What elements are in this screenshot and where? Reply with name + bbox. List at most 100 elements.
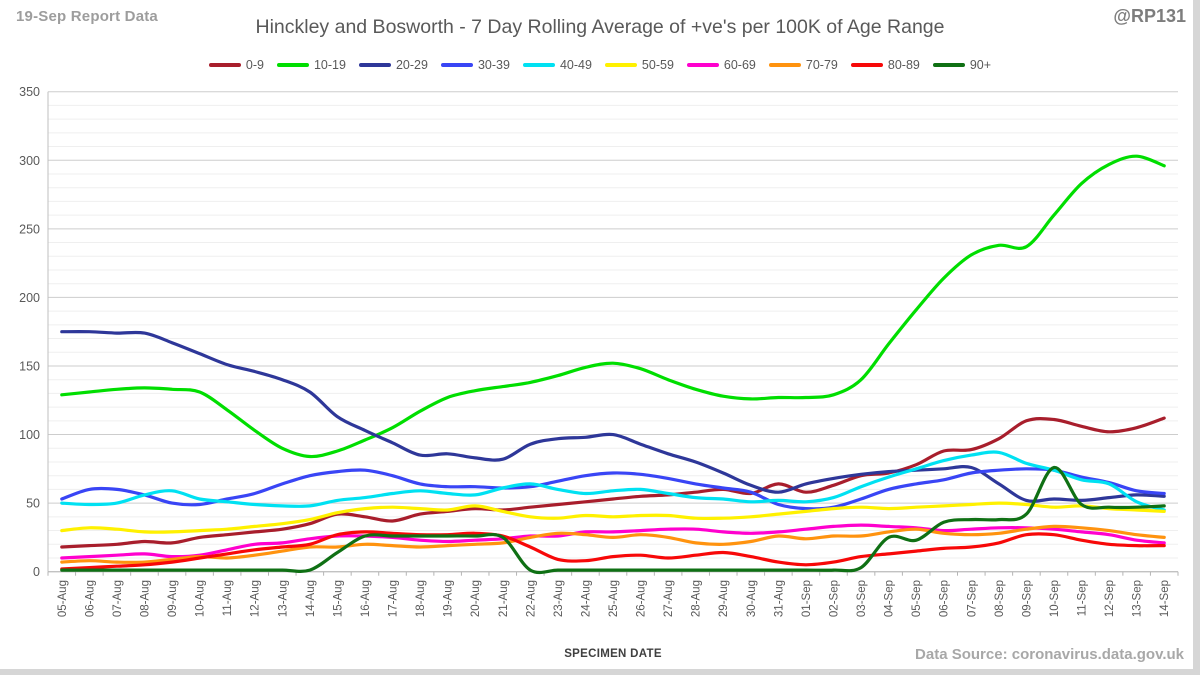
series-line-30-39 bbox=[60, 467, 1166, 511]
x-tick-label: 06-Aug bbox=[84, 580, 96, 617]
x-tick-label: 23-Aug bbox=[553, 580, 565, 617]
series-line-90+ bbox=[60, 465, 1166, 575]
x-tick-label: 13-Aug bbox=[277, 580, 289, 617]
legend-label: 40-49 bbox=[559, 58, 592, 72]
x-tick-label: 31-Aug bbox=[773, 580, 785, 617]
report-date-label: 19-Sep Report Data bbox=[16, 8, 158, 25]
legend-swatch-90+ bbox=[932, 63, 965, 67]
legend-item-60-69: 60-69 bbox=[686, 58, 756, 72]
legend-label: 30-39 bbox=[477, 58, 510, 72]
x-tick-label: 11-Sep bbox=[1077, 580, 1089, 616]
legend-item-10-19: 10-19 bbox=[276, 58, 346, 72]
legend-label: 60-69 bbox=[723, 58, 756, 72]
y-tick-label: 50 bbox=[26, 497, 40, 511]
data-source-credit: Data Source: coronavirus.data.gov.uk bbox=[915, 646, 1184, 663]
y-tick-label: 250 bbox=[19, 222, 40, 236]
x-tick-label: 27-Aug bbox=[663, 580, 675, 617]
series-line-40-49 bbox=[60, 450, 1166, 512]
legend-item-30-39: 30-39 bbox=[440, 58, 510, 72]
x-tick-label: 11-Aug bbox=[222, 580, 234, 616]
legend-swatch-80-89 bbox=[850, 63, 883, 67]
y-tick-label: 150 bbox=[19, 359, 40, 373]
x-tick-label: 09-Sep bbox=[1021, 580, 1033, 617]
y-tick-label: 0 bbox=[33, 565, 40, 579]
x-tick-label: 15-Aug bbox=[332, 580, 344, 617]
y-tick-label: 200 bbox=[19, 291, 40, 305]
x-tick-label: 16-Aug bbox=[360, 580, 372, 617]
legend-label: 0-9 bbox=[245, 58, 264, 72]
legend-item-80-89: 80-89 bbox=[850, 58, 920, 72]
x-tick-label: 07-Aug bbox=[112, 580, 124, 617]
x-tick-label: 17-Aug bbox=[388, 580, 400, 617]
x-tick-label: 06-Sep bbox=[939, 580, 951, 617]
series-line-0-9 bbox=[60, 416, 1166, 549]
axes bbox=[47, 91, 1179, 576]
y-tick-label: 350 bbox=[19, 85, 40, 99]
x-tick-label: 25-Aug bbox=[608, 580, 620, 617]
x-tick-label: 08-Aug bbox=[139, 580, 151, 617]
legend-item-20-29: 20-29 bbox=[358, 58, 428, 72]
series-line-70-79 bbox=[60, 524, 1166, 564]
legend-swatch-50-59 bbox=[604, 63, 637, 67]
chart-title: Hinckley and Bosworth - 7 Day Rolling Av… bbox=[255, 16, 945, 38]
series-line-50-59 bbox=[60, 501, 1166, 534]
legend-label: 50-59 bbox=[641, 58, 674, 72]
legend-label: 20-29 bbox=[395, 58, 428, 72]
legend-item-40-49: 40-49 bbox=[522, 58, 592, 72]
x-tick-label: 22-Aug bbox=[525, 580, 537, 617]
series-line-60-69 bbox=[60, 523, 1166, 560]
x-tick-label: 07-Sep bbox=[966, 580, 978, 617]
legend-label: 10-19 bbox=[313, 58, 346, 72]
legend-item-0-9: 0-9 bbox=[208, 58, 264, 72]
legend-label: 90+ bbox=[969, 58, 992, 72]
x-tick-label: 12-Aug bbox=[250, 580, 262, 617]
x-tick-label: 19-Aug bbox=[443, 580, 455, 617]
x-tick-label: 05-Sep bbox=[911, 580, 923, 617]
legend-swatch-10-19 bbox=[276, 63, 309, 67]
x-tick-label: 10-Aug bbox=[195, 580, 207, 617]
legend-item-90+: 90+ bbox=[932, 58, 992, 72]
legend-item-70-79: 70-79 bbox=[768, 58, 838, 72]
legend-swatch-0-9 bbox=[208, 63, 241, 67]
legend-label: 80-89 bbox=[887, 58, 920, 72]
x-tick-label: 20-Aug bbox=[470, 580, 482, 617]
x-tick-label: 01-Sep bbox=[801, 580, 813, 617]
x-tick-label: 13-Sep bbox=[1132, 580, 1144, 617]
legend-swatch-70-79 bbox=[768, 63, 801, 67]
x-tick-label: 04-Sep bbox=[884, 580, 896, 617]
x-tick-label: 03-Sep bbox=[856, 580, 868, 617]
x-tick-label: 24-Aug bbox=[580, 580, 592, 617]
y-tick-label: 100 bbox=[19, 428, 40, 442]
x-tick-label: 10-Sep bbox=[1049, 580, 1061, 617]
x-axis-labels: 05-Aug 06-Aug 07-Aug 08-Aug 09-Aug 10-Aug 11-A… bbox=[57, 580, 1171, 617]
x-tick-label: 09-Aug bbox=[167, 580, 179, 617]
x-tick-label: 30-Aug bbox=[746, 580, 758, 617]
y-tick-label: 300 bbox=[19, 154, 40, 168]
window-edge-bottom bbox=[0, 669, 1200, 675]
x-axis-title: SPECIMEN DATE bbox=[564, 648, 662, 660]
legend-swatch-20-29 bbox=[358, 63, 391, 67]
x-tick-label: 18-Aug bbox=[415, 580, 427, 617]
x-tick-label: 08-Sep bbox=[994, 580, 1006, 617]
series-line-10-19 bbox=[60, 154, 1166, 459]
legend-swatch-60-69 bbox=[686, 63, 719, 67]
legend-label: 70-79 bbox=[805, 58, 838, 72]
x-tick-label: 02-Sep bbox=[828, 580, 840, 617]
x-tick-label: 14-Aug bbox=[305, 580, 317, 617]
series-lines bbox=[60, 154, 1166, 575]
x-tick-label: 14-Sep bbox=[1159, 580, 1171, 617]
legend-item-50-59: 50-59 bbox=[604, 58, 674, 72]
window-edge-right bbox=[1193, 0, 1200, 675]
x-tick-label: 28-Aug bbox=[691, 580, 703, 617]
x-tick-label: 05-Aug bbox=[57, 580, 69, 617]
legend: 0-9 10-19 20-29 30-39 40-49 50-59 60-69 70-79 80… bbox=[0, 58, 1200, 72]
legend-swatch-30-39 bbox=[440, 63, 473, 67]
legend-swatch-40-49 bbox=[522, 63, 555, 67]
gridlines-minor bbox=[48, 104, 1178, 559]
author-handle: @RP131 bbox=[1113, 6, 1186, 26]
x-tick-label: 29-Aug bbox=[718, 580, 730, 617]
x-tick-label: 12-Sep bbox=[1104, 580, 1116, 617]
x-tick-label: 26-Aug bbox=[636, 580, 648, 617]
